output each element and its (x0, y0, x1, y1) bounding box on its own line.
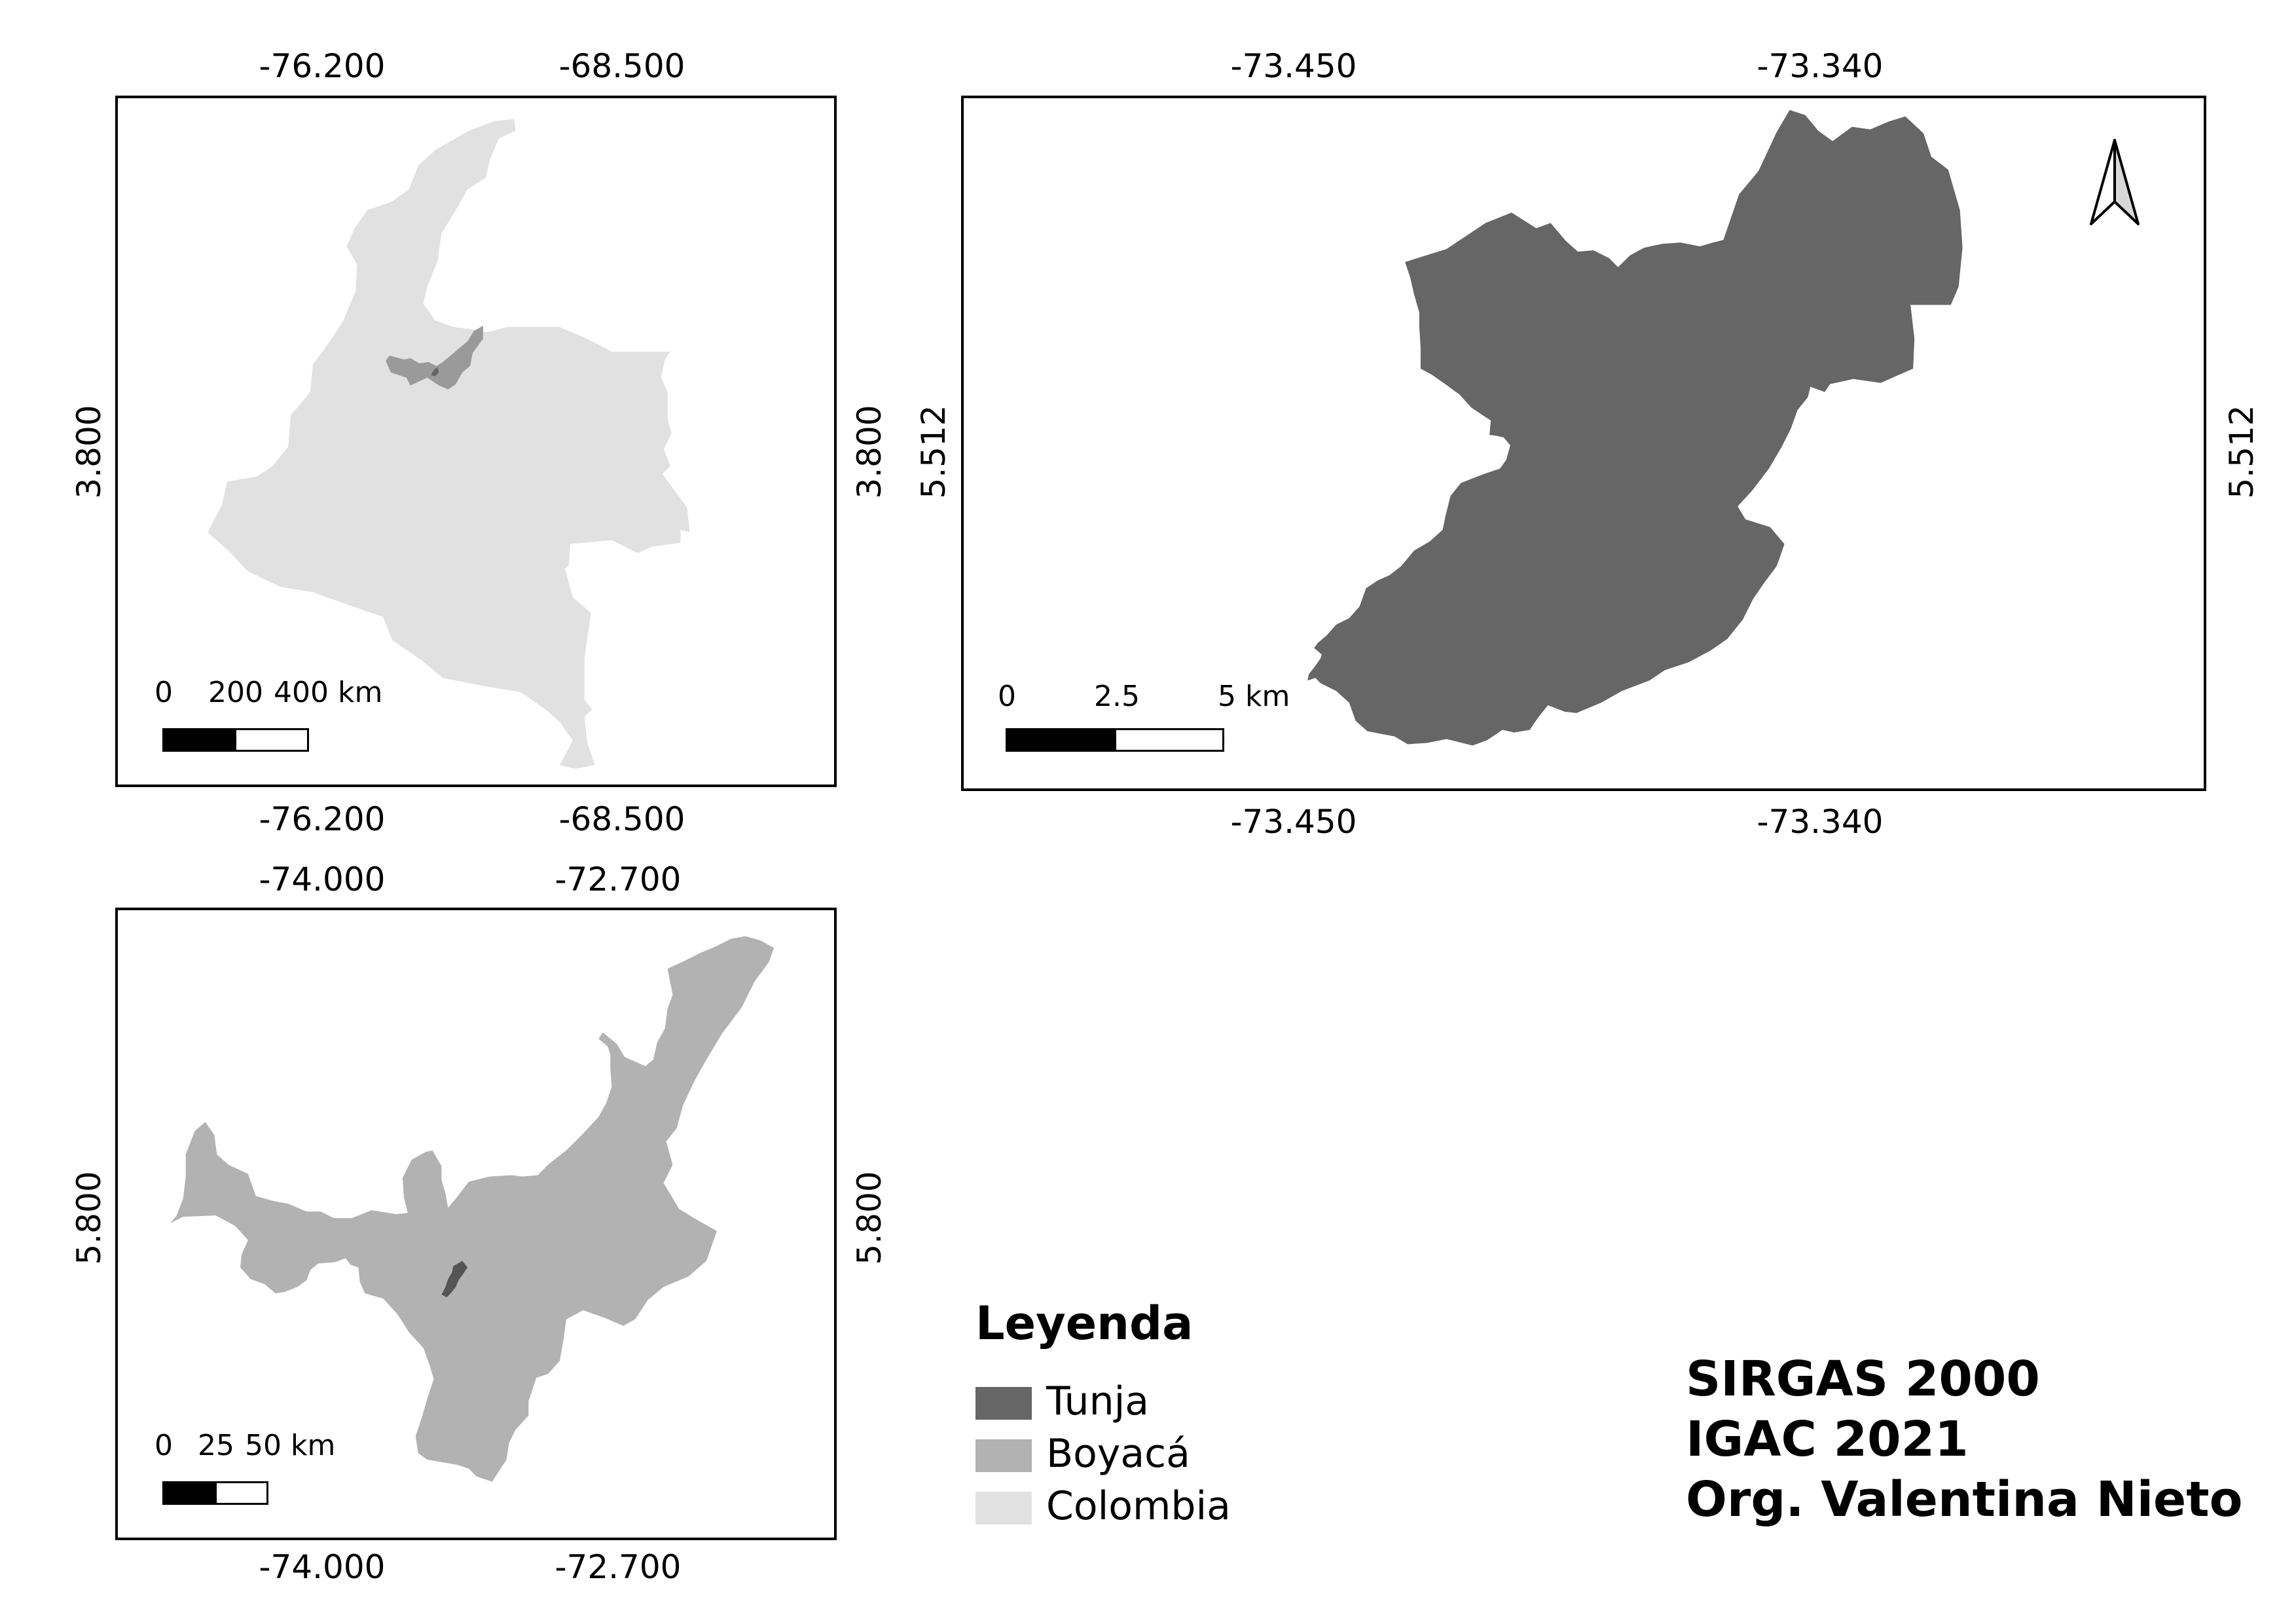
boyaca-polygon (170, 936, 774, 1482)
colombia-right-coord: 3.800 (850, 405, 888, 499)
boyaca-top-coord-1: -74.000 (259, 860, 386, 898)
tunja-top-coord-2: -73.340 (1757, 47, 1884, 85)
tunja-left-coord: 5.512 (915, 405, 953, 499)
scale-label: 2.5 (1094, 680, 1140, 713)
legend-swatch-tunja (975, 1387, 1032, 1420)
tunja-map-frame: 0 2.5 5 km (961, 96, 2206, 791)
scale-label: 0 (998, 680, 1016, 713)
legend-label: Boyacá (1046, 1431, 1190, 1477)
colombia-left-coord: 3.800 (70, 405, 108, 499)
tunja-bottom-coord-2: -73.340 (1757, 803, 1884, 841)
boyaca-map (170, 936, 774, 1482)
colombia-map (208, 119, 690, 769)
colombia-top-coord-2: -68.500 (558, 47, 685, 85)
boyaca-bottom-coord-2: -72.700 (555, 1548, 682, 1586)
scale-label: 400 km (274, 676, 383, 709)
tunja-top-coord-1: -73.450 (1230, 47, 1357, 85)
legend-label: Colombia (1046, 1483, 1231, 1529)
credits-author: Org. Valentina Nieto (1686, 1471, 2243, 1528)
scale-label: 5 km (1218, 680, 1290, 713)
tunja-polygon (1307, 109, 1963, 746)
colombia-top-coord-1: -76.200 (259, 47, 386, 85)
scale-label: 50 km (245, 1429, 336, 1462)
tunja-right-coord: 5.512 (2223, 405, 2261, 499)
tunja-in-boyaca (441, 1261, 468, 1298)
boyaca-bottom-coord-1: -74.000 (259, 1548, 386, 1586)
legend-label: Tunja (1046, 1378, 1150, 1424)
boyaca-left-coord: 5.800 (70, 1171, 108, 1265)
boyaca-right-coord: 5.800 (850, 1171, 888, 1265)
colombia-bottom-coord-1: -76.200 (259, 800, 386, 838)
legend-swatch-colombia (975, 1492, 1032, 1524)
north-arrow-icon (2090, 139, 2140, 225)
colombia-polygon (208, 119, 690, 769)
scale-label: 0 (155, 1429, 173, 1462)
credits-source: IGAC 2021 (1686, 1411, 1969, 1467)
tunja-bottom-coord-1: -73.450 (1230, 803, 1357, 841)
tunja-in-colombia (431, 367, 439, 377)
tunja-map (1307, 109, 1963, 746)
scale-label: 200 (208, 676, 263, 709)
credits-crs: SIRGAS 2000 (1686, 1351, 2040, 1407)
boyaca-map-frame: 0 25 50 km (115, 908, 837, 1540)
scale-bar-graphic (1006, 728, 1224, 752)
colombia-bottom-coord-2: -68.500 (558, 800, 685, 838)
colombia-map-frame: 0 200 400 km (115, 96, 837, 787)
scale-label: 0 (155, 676, 173, 709)
scale-bar-graphic (162, 728, 309, 752)
legend-title: Leyenda (975, 1297, 1194, 1350)
map-credits: SIRGAS 2000 IGAC 2021 Org. Valentina Nie… (1686, 1349, 2242, 1530)
legend-swatch-boyaca (975, 1439, 1032, 1472)
boyaca-in-colombia (386, 325, 483, 390)
boyaca-top-coord-2: -72.700 (555, 860, 682, 898)
scale-bar-graphic (162, 1481, 268, 1505)
scale-label: 25 (198, 1429, 234, 1462)
